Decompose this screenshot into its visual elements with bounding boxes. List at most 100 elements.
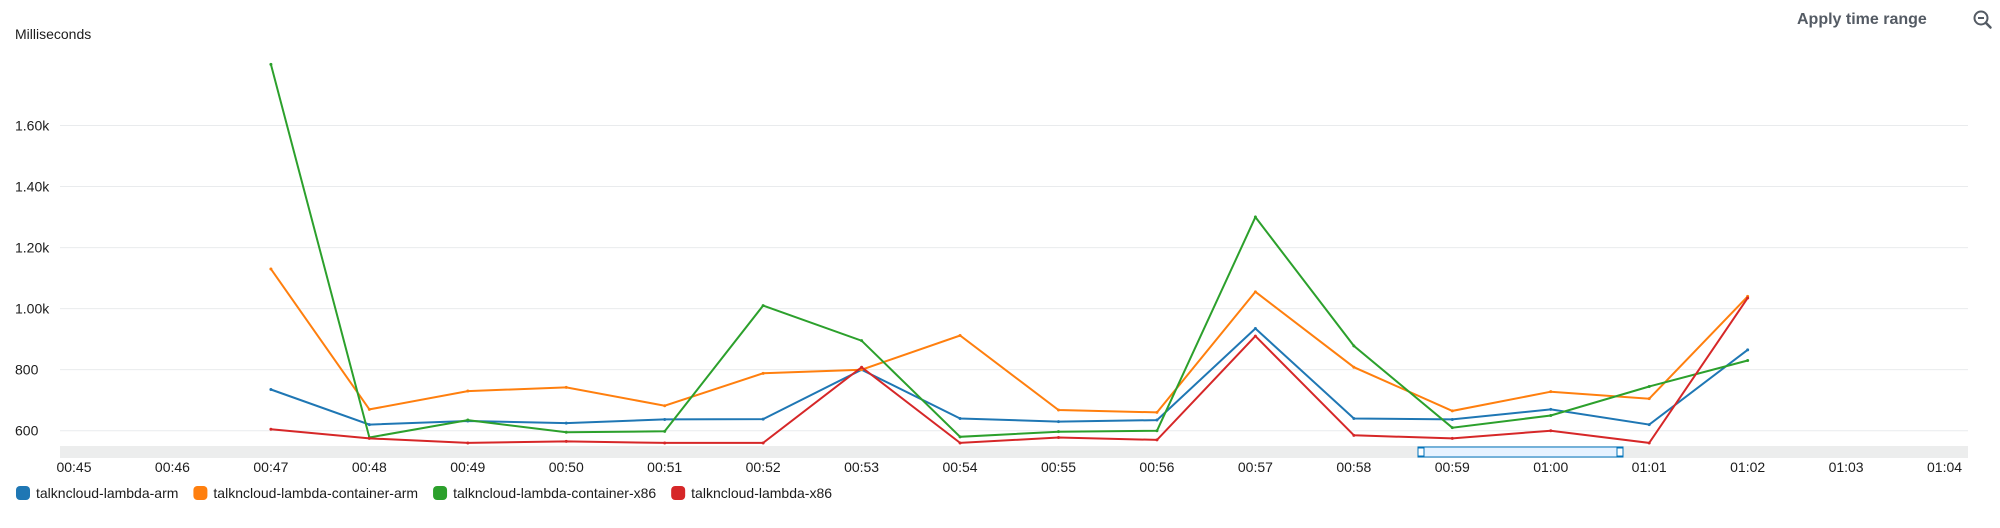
data-point	[1057, 435, 1060, 439]
data-point	[1647, 397, 1651, 401]
data-point	[269, 388, 273, 392]
data-point	[860, 365, 864, 369]
data-point	[761, 441, 765, 445]
data-point	[564, 430, 568, 434]
data-point	[1549, 413, 1553, 417]
data-point	[1647, 441, 1651, 445]
legend-label: talkncloud-lambda-container-x86	[453, 485, 656, 501]
x-tick-label: 00:59	[1435, 459, 1470, 475]
series-line-3	[270, 297, 1749, 444]
legend-item[interactable]: talkncloud-lambda-container-x86	[433, 485, 656, 501]
data-point	[1352, 365, 1356, 369]
series-line-0	[270, 327, 1749, 426]
x-tick-label: 01:00	[1533, 459, 1568, 475]
data-point	[466, 418, 470, 422]
data-point	[761, 304, 765, 308]
data-point	[269, 267, 273, 271]
legend-swatch	[433, 486, 448, 500]
data-point	[1746, 296, 1750, 300]
data-point	[466, 441, 470, 445]
legend-item[interactable]: talkncloud-lambda-arm	[16, 485, 178, 501]
y-tick-label: 1.20k	[15, 240, 50, 256]
data-point	[958, 441, 962, 445]
time-range-track[interactable]	[60, 446, 1968, 458]
data-point	[367, 436, 371, 440]
legend-label: talkncloud-lambda-container-arm	[213, 485, 418, 501]
data-point	[1746, 359, 1750, 363]
apply-time-range-label[interactable]: Apply time range	[1797, 11, 1927, 28]
data-point	[1549, 407, 1553, 411]
data-point	[1057, 430, 1060, 434]
y-tick-label: 1.40k	[15, 179, 50, 195]
data-point	[1450, 426, 1454, 430]
legend-item[interactable]: talkncloud-lambda-x86	[671, 485, 832, 501]
data-point	[1352, 344, 1356, 348]
x-tick-label: 00:47	[253, 459, 288, 475]
data-point	[663, 404, 667, 408]
data-point	[1450, 436, 1454, 440]
data-point	[1450, 409, 1454, 413]
time-range-handle-right[interactable]	[1616, 447, 1624, 457]
x-tick-label: 01:02	[1730, 459, 1765, 475]
x-tick-label: 00:52	[746, 459, 781, 475]
data-point	[269, 62, 273, 66]
data-point	[1647, 384, 1651, 388]
y-tick-label: 800	[15, 362, 39, 378]
x-tick-label: 00:51	[647, 459, 682, 475]
zoom-out-icon-lens	[1973, 10, 1989, 26]
time-range-selector[interactable]	[1417, 446, 1624, 458]
x-tick-label: 01:01	[1632, 459, 1667, 475]
data-point	[1253, 290, 1257, 294]
data-point	[564, 385, 568, 389]
data-point	[1352, 417, 1356, 421]
series-lines	[269, 62, 1750, 445]
data-point	[1352, 433, 1356, 437]
data-point	[1647, 423, 1651, 427]
legend-swatch	[193, 486, 208, 500]
legend-label: talkncloud-lambda-x86	[691, 485, 832, 501]
data-point	[1549, 390, 1553, 394]
data-point	[1155, 429, 1159, 433]
x-tick-label: 00:56	[1139, 459, 1174, 475]
data-point	[1253, 334, 1257, 338]
legend: talkncloud-lambda-arm talkncloud-lambda-c…	[16, 485, 832, 501]
zoom-out-icon-handle	[1984, 21, 1992, 29]
legend-swatch	[671, 486, 686, 500]
y-tick-label: 600	[15, 423, 39, 439]
y-axis-label: Milliseconds	[15, 26, 91, 42]
data-point	[860, 339, 864, 343]
y-axis-ticks: 600 800 1.00k 1.20k 1.40k 1.60k	[15, 117, 50, 438]
legend-label: talkncloud-lambda-arm	[36, 485, 178, 501]
y-tick-label: 1.60k	[15, 117, 50, 133]
x-tick-label: 00:54	[943, 459, 978, 475]
data-point	[663, 417, 667, 421]
data-point	[564, 439, 568, 443]
y-tick-label: 1.00k	[15, 301, 50, 317]
x-tick-label: 00:49	[450, 459, 485, 475]
data-point	[1253, 326, 1257, 330]
time-range-handle-left[interactable]	[1417, 447, 1425, 457]
legend-item[interactable]: talkncloud-lambda-container-arm	[193, 485, 418, 501]
data-point	[958, 333, 962, 337]
x-tick-label: 00:55	[1041, 459, 1076, 475]
data-point	[1253, 215, 1257, 219]
apply-time-range-button[interactable]: Apply time range	[1797, 11, 1927, 28]
x-tick-label: 00:46	[155, 459, 190, 475]
x-tick-label: 00:58	[1336, 459, 1371, 475]
data-point	[663, 441, 667, 445]
data-point	[958, 435, 962, 439]
x-axis-ticks: 00:45 00:46 00:47 00:48 00:49 00:50 00:51 00:52…	[56, 459, 1962, 475]
data-point	[1057, 408, 1060, 412]
data-point	[1450, 417, 1454, 421]
x-tick-label: 01:04	[1927, 459, 1962, 475]
x-tick-label: 00:57	[1238, 459, 1273, 475]
data-point	[958, 417, 962, 421]
data-point	[1549, 429, 1553, 433]
data-point	[269, 427, 273, 431]
data-point	[761, 371, 765, 375]
data-point	[1746, 348, 1750, 352]
x-tick-label: 00:53	[844, 459, 879, 475]
zoom-out-icon[interactable]	[1973, 10, 1992, 29]
data-point	[367, 423, 371, 427]
